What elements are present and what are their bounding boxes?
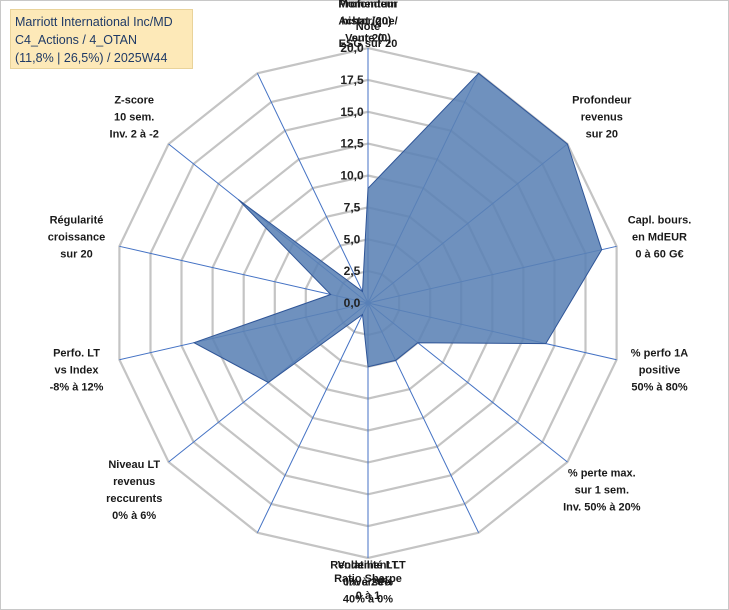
tick-label-4: 10,0	[340, 169, 364, 183]
series-layer	[192, 72, 603, 384]
tick-layer: 0,0 2,5 5,0 7,5 10,0 12,5 15,0 17,5 20,0	[340, 41, 364, 310]
axis-label-7: Ratio Sharpe 0 à 1	[334, 573, 402, 602]
spoke-11	[119, 245, 369, 304]
axis-label-0: Note ESG sur 20	[339, 21, 398, 50]
tick-label-8: 20,0	[340, 41, 364, 55]
axis-label-11: Régularité croissance sur 20	[48, 215, 105, 261]
tick-label-6: 15,0	[340, 105, 364, 119]
axis-label-6: Volatilité LT Inversée 40% à 0%	[338, 559, 399, 605]
tick-label-0: 0,0	[344, 296, 361, 310]
title-line-2: C4_Actions / 4_OTAN	[15, 33, 138, 47]
axis-label-12: Z-score 10 sem. Inv. 2 à -2	[110, 95, 159, 141]
axis-label-4: % perfo 1A positive 50% à 80%	[631, 348, 689, 394]
axis-label-8: Rendement LT 0% à 20%	[330, 559, 406, 588]
tick-label-7: 17,5	[340, 73, 364, 87]
axis-label-9: Niveau LT revenus reccurents 0% à 6%	[106, 459, 162, 522]
axis-label-5: % perte max. sur 1 sem. Inv. 50% à 20%	[563, 467, 641, 513]
tick-label-5: 12,5	[340, 137, 364, 151]
axis-label-2: Profondeur revenus sur 20	[572, 95, 632, 141]
axis-label-10: Perfo. LT vs Index -8% à 12%	[50, 348, 104, 394]
axis-label-3: Capl. bours. en MdEUR 0 à 60 G€	[628, 215, 692, 261]
tick-label-1: 2,5	[344, 264, 361, 278]
tick-label-2: 5,0	[344, 232, 361, 246]
axis-label-13: Momentum Achat (20) / Vente (0)	[338, 0, 397, 45]
spoke-8	[256, 302, 369, 533]
title-line-1: Marriott International Inc/MD	[15, 15, 173, 29]
spoke-13	[256, 73, 369, 304]
axis-label-1: Profondeur historique sur 20	[338, 0, 398, 45]
tick-label-3: 7,5	[344, 200, 361, 214]
title-line-3: (11,8% | 26,5%) / 2025W44	[15, 51, 168, 65]
chart-title-box: Marriott International Inc/MD C4_Actions…	[10, 9, 193, 69]
